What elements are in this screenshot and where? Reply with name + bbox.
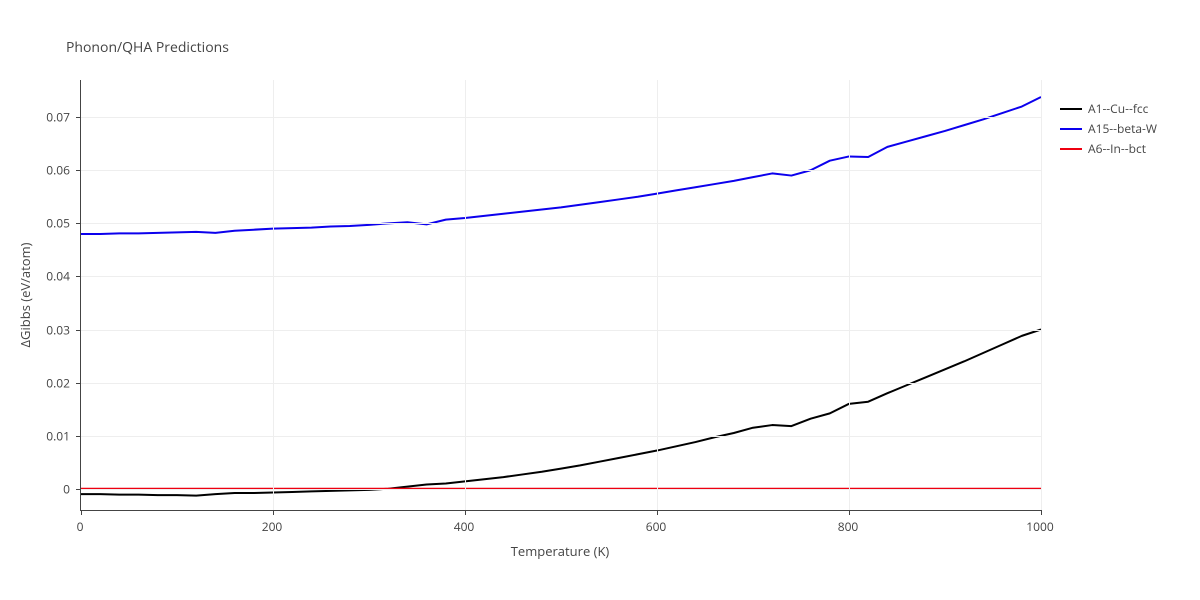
grid-line-v: [465, 80, 466, 510]
x-tick-label: 400: [454, 518, 475, 535]
grid-line-h: [81, 276, 1041, 277]
y-tick-label: 0.01: [30, 427, 70, 444]
legend-label: A15--beta-W: [1088, 120, 1157, 137]
grid-line-v: [273, 80, 274, 510]
grid-line-h: [81, 330, 1041, 331]
y-tick: [76, 383, 81, 384]
legend-item[interactable]: A15--beta-W: [1060, 120, 1157, 137]
y-tick-label: 0.07: [30, 109, 70, 126]
grid-line-h: [81, 436, 1041, 437]
x-tick: [849, 510, 850, 515]
chart-frame: Phonon/QHA Predictions Temperature (K) Δ…: [0, 0, 1200, 600]
legend-item[interactable]: A1--Cu--fcc: [1060, 100, 1157, 117]
grid-line-h: [81, 117, 1041, 118]
grid-line-v: [1041, 80, 1042, 510]
legend-swatch: [1060, 148, 1082, 150]
legend: A1--Cu--fcc A15--beta-W A6--In--bct: [1060, 100, 1157, 160]
x-tick-label: 200: [262, 518, 283, 535]
legend-swatch: [1060, 128, 1082, 130]
x-axis-label: Temperature (K): [511, 542, 610, 560]
x-tick: [273, 510, 274, 515]
y-tick: [76, 117, 81, 118]
grid-line-v: [849, 80, 850, 510]
y-tick-label: 0.05: [30, 215, 70, 232]
x-tick-label: 0: [77, 518, 84, 535]
y-tick-label: 0.02: [30, 374, 70, 391]
y-tick: [76, 223, 81, 224]
legend-label: A1--Cu--fcc: [1088, 100, 1148, 117]
legend-item[interactable]: A6--In--bct: [1060, 140, 1157, 157]
x-tick-label: 1000: [1026, 518, 1053, 535]
y-tick-label: 0: [30, 480, 70, 497]
y-tick: [76, 489, 81, 490]
y-tick: [76, 330, 81, 331]
y-tick-label: 0.03: [30, 321, 70, 338]
plot-area: [80, 80, 1041, 511]
chart-title: Phonon/QHA Predictions: [66, 38, 229, 57]
series-line: [81, 330, 1041, 496]
x-tick-label: 600: [646, 518, 667, 535]
x-tick: [1041, 510, 1042, 515]
y-tick: [76, 436, 81, 437]
y-tick-label: 0.06: [30, 162, 70, 179]
x-tick: [465, 510, 466, 515]
series-svg: [81, 80, 1041, 510]
grid-line-h: [81, 170, 1041, 171]
y-tick: [76, 170, 81, 171]
grid-line-v: [657, 80, 658, 510]
grid-line-h: [81, 223, 1041, 224]
legend-label: A6--In--bct: [1088, 140, 1146, 157]
grid-line-h: [81, 383, 1041, 384]
y-tick: [76, 276, 81, 277]
x-tick: [81, 510, 82, 515]
x-tick: [657, 510, 658, 515]
y-tick-label: 0.04: [30, 268, 70, 285]
legend-swatch: [1060, 108, 1082, 110]
grid-line-h: [81, 489, 1041, 490]
x-tick-label: 800: [838, 518, 859, 535]
